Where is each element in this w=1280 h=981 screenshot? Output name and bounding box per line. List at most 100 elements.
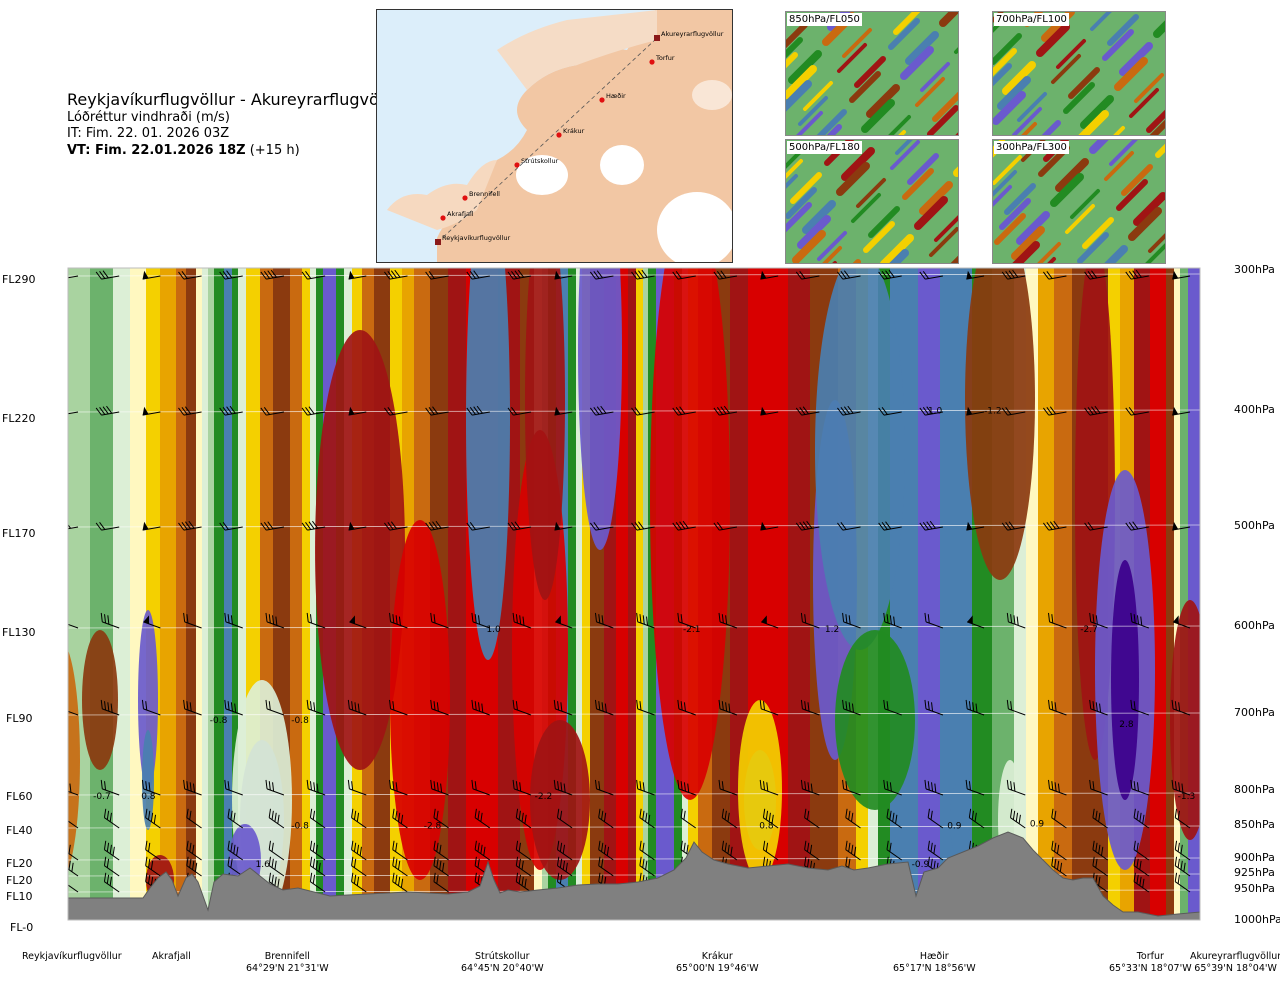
station-name: Strútskollur xyxy=(475,951,530,962)
wind-barb xyxy=(554,270,573,280)
title-block: Reykjavíkurflugvöllur - Akureyrarflugvöl… xyxy=(67,90,404,160)
wind-barb xyxy=(309,856,326,877)
velocity-band xyxy=(196,268,203,920)
thumb-streak xyxy=(1051,54,1081,84)
hpa-label: 850hPa xyxy=(1234,818,1275,831)
wind-barb xyxy=(100,612,120,629)
wind-barb xyxy=(430,612,449,629)
thumbnail-300[interactable]: 300hPa/FL300 xyxy=(992,139,1166,264)
wind-barb xyxy=(842,612,861,629)
velocity-core xyxy=(142,730,154,830)
wind-barb xyxy=(598,840,614,861)
wind-barb xyxy=(512,699,532,716)
thumb-streak xyxy=(994,213,1026,245)
thumb-streak xyxy=(849,71,881,103)
wind-barb xyxy=(515,840,532,861)
wind-barb xyxy=(878,521,902,531)
wind-barb xyxy=(265,699,285,716)
fl-label: FL20 xyxy=(6,874,33,887)
velocity-band xyxy=(238,268,247,920)
thumb-streak xyxy=(932,91,958,122)
plot-frame xyxy=(67,267,1201,921)
fl-label: FL220 xyxy=(2,412,36,425)
glacier-1 xyxy=(516,155,568,195)
thumb-streak xyxy=(1153,20,1165,38)
waypoint-marker xyxy=(440,215,446,221)
thumb-streak xyxy=(1011,226,1045,260)
wind-barb xyxy=(95,405,120,416)
contour-label: -0.8 xyxy=(291,822,309,832)
wind-barb xyxy=(351,840,367,861)
thumb-streak xyxy=(1012,107,1042,135)
wind-barb xyxy=(842,699,861,716)
wind-barb xyxy=(515,856,532,877)
wind-barb xyxy=(1130,612,1149,629)
thumb-streak xyxy=(1102,29,1134,61)
airport-marker xyxy=(435,239,441,245)
wind-barb xyxy=(718,779,738,796)
contour-label: 1.0 xyxy=(928,406,943,416)
hpa-label: 925hPa xyxy=(1234,866,1275,879)
thumbnail-700[interactable]: 700hPa/FL100 xyxy=(992,11,1166,136)
wind-barb xyxy=(795,406,820,416)
velocity-band xyxy=(1174,268,1181,920)
velocity-core xyxy=(578,268,622,550)
station-name: Reykjavíkurflugvöllur xyxy=(22,951,122,962)
hpa-label: 600hPa xyxy=(1234,619,1275,632)
wind-barb xyxy=(301,406,326,416)
thumb-streak xyxy=(900,46,934,80)
pressure-gridline xyxy=(68,625,1200,629)
wind-barb xyxy=(718,699,738,716)
wind-barb xyxy=(718,612,738,629)
wind-barb xyxy=(145,808,161,829)
wind-barb xyxy=(1133,808,1150,829)
fl-label: FL130 xyxy=(2,626,36,639)
wind-barb xyxy=(554,406,573,416)
hpa-label: 500hPa xyxy=(1234,519,1275,532)
thumb-streak xyxy=(929,227,958,257)
thumb-streak xyxy=(863,221,895,253)
thumbnail-850[interactable]: 850hPa/FL050 xyxy=(785,11,959,136)
wind-barb xyxy=(392,856,408,877)
wind-barb xyxy=(919,406,943,416)
velocity-band xyxy=(310,268,317,920)
wind-barb xyxy=(68,275,79,280)
thumb-streak xyxy=(997,76,1031,110)
wind-barb xyxy=(1133,840,1150,861)
velocity-band xyxy=(130,268,147,920)
velocity-core xyxy=(965,268,1035,580)
wind-barb xyxy=(268,840,285,861)
velocity-core xyxy=(315,330,405,770)
contour-label: -2.7 xyxy=(1080,625,1098,635)
wind-barb xyxy=(842,779,861,796)
contour-label: -1.2 xyxy=(984,406,1002,416)
wind-barb xyxy=(556,808,573,829)
thumb-streak xyxy=(999,198,1031,230)
station-label: Strútskollur 64°45'N 20°40'W xyxy=(461,951,544,975)
wind-barb xyxy=(594,612,614,629)
thumb-streak xyxy=(1128,207,1162,241)
wind-barb xyxy=(68,621,79,629)
thumb-streak xyxy=(890,140,920,170)
waypoint-label: Akrafjall xyxy=(447,210,474,218)
thumb-streak xyxy=(1070,189,1100,219)
wind-barb xyxy=(351,872,367,893)
thumbnail-500[interactable]: 500hPa/FL180 xyxy=(785,139,959,264)
wind-barb xyxy=(384,407,408,416)
wind-barb xyxy=(594,699,614,716)
wind-barb xyxy=(924,779,944,796)
wind-barb xyxy=(301,520,326,531)
wind-barb xyxy=(142,406,161,416)
wind-barb xyxy=(800,612,820,629)
thumbnail-700-label: 700hPa/FL100 xyxy=(994,13,1069,26)
wind-barb xyxy=(1084,405,1108,416)
thumbnail-500-art xyxy=(786,140,958,263)
thumb-streak xyxy=(1037,242,1061,263)
thumb-streak xyxy=(1146,109,1165,133)
station-label: Reykjavíkurflugvöllur xyxy=(22,951,122,963)
wind-barb xyxy=(142,270,161,280)
wind-barb xyxy=(594,779,614,796)
route-map[interactable]: Akureyrarflugvöllur Torfur Hæðir Krákur Strú… xyxy=(376,9,733,263)
wind-barb xyxy=(878,269,902,280)
wind-barb xyxy=(598,808,614,829)
